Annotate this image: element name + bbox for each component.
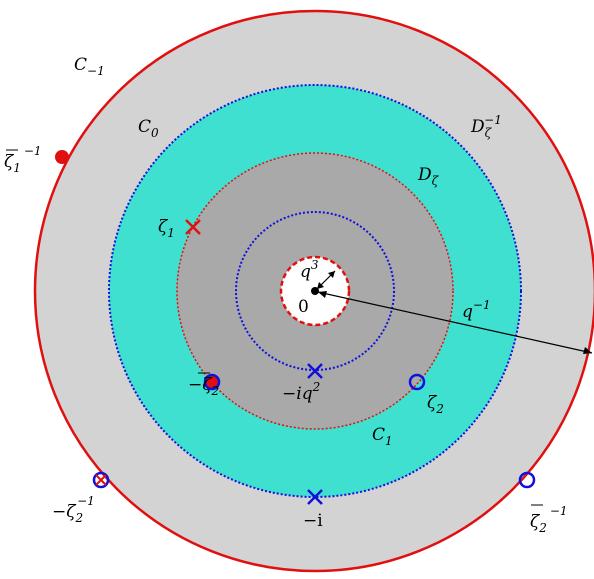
neg-zeta2-inverse-point <box>92 471 110 489</box>
zeta1bar-inverse-point <box>55 150 69 164</box>
label-neg-iq2: −iq2 <box>282 380 320 404</box>
label-zeta2bar-inverse: ζ2−1 <box>530 504 568 535</box>
neg-iq2-cross <box>307 363 323 379</box>
label-c-minus1: C−1 <box>74 55 105 78</box>
label-zeta1bar-inverse: ζ1−1 <box>4 144 42 175</box>
label-neg-i: −i <box>303 511 323 531</box>
label-origin: 0 <box>298 297 309 317</box>
zeta1-cross <box>185 219 201 235</box>
zeta2-circle <box>408 373 426 391</box>
q3-radius-arrow <box>316 270 336 290</box>
label-neg-zeta2bar: −ζ2 <box>188 375 219 398</box>
zeta2bar-inverse-circle <box>518 471 536 489</box>
neg-zeta2bar-point <box>203 373 221 391</box>
label-c1: C1 <box>372 425 393 448</box>
label-d-zeta: Dζ <box>417 165 440 188</box>
label-neg-zeta2-inverse: −ζ2−1 <box>52 494 95 525</box>
label-d-zeta-inverse: Dζ−1 <box>470 113 502 140</box>
label-zeta1: ζ1 <box>158 217 175 240</box>
contour-c1 <box>235 211 395 371</box>
qinv-radius-arrow <box>317 291 593 354</box>
label-q3: q3 <box>300 258 319 282</box>
label-q-inverse: q−1 <box>462 298 491 322</box>
neg-i-cross <box>307 489 323 505</box>
label-c0: C0 <box>138 117 159 140</box>
label-zeta2: ζ2 <box>427 393 444 416</box>
